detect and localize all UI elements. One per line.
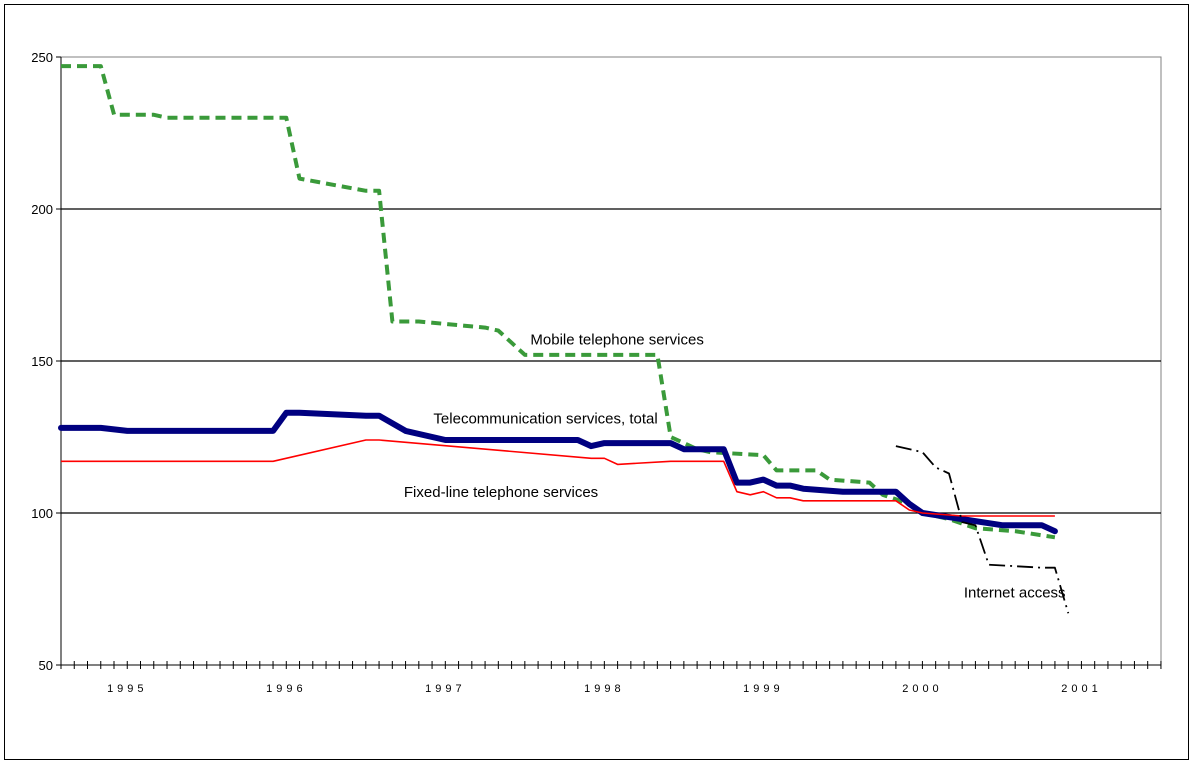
x-tick-label: 1995 — [107, 683, 147, 695]
y-tick-label: 150 — [31, 354, 53, 369]
x-tick-label: 1997 — [425, 683, 465, 695]
y-tick-label: 100 — [31, 506, 53, 521]
series-line-mobile-telephone-services — [61, 64, 1056, 540]
series-annotation: Telecommunication services, total — [433, 410, 657, 427]
y-tick-label: 200 — [31, 202, 53, 217]
x-tick-label: 1998 — [584, 683, 624, 695]
grid-layer — [60, 56, 1162, 666]
y-tick-label: 50 — [39, 658, 53, 673]
series-layer — [58, 64, 1070, 614]
chart-frame: 50 100 150 200 250 1995 1996 1997 1998 1999 2000 20… — [4, 4, 1189, 760]
line-chart: 50 100 150 200 250 1995 1996 1997 1998 1999 2000 20… — [31, 50, 1162, 695]
series-line-fixed-line-telephone-services — [61, 439, 1055, 517]
series-annotation: Fixed-line telephone services — [404, 484, 598, 501]
annotation-layer: Mobile telephone services Telecommunicati… — [404, 331, 1066, 601]
x-tick-label: 1996 — [266, 683, 306, 695]
axis-layer: 50 100 150 200 250 1995 1996 1997 1998 1999 2000 20… — [31, 50, 1162, 695]
x-tick-label: 2001 — [1061, 683, 1101, 695]
x-tick-label: 2000 — [902, 683, 942, 695]
series-annotation: Mobile telephone services — [530, 331, 703, 348]
x-tick-label: 1999 — [743, 683, 783, 695]
y-tick-label: 250 — [31, 50, 53, 65]
series-line-internet-access — [895, 445, 1070, 614]
series-annotation: Internet access — [964, 585, 1066, 602]
series-line-telecommunication-services-total — [58, 409, 1058, 535]
